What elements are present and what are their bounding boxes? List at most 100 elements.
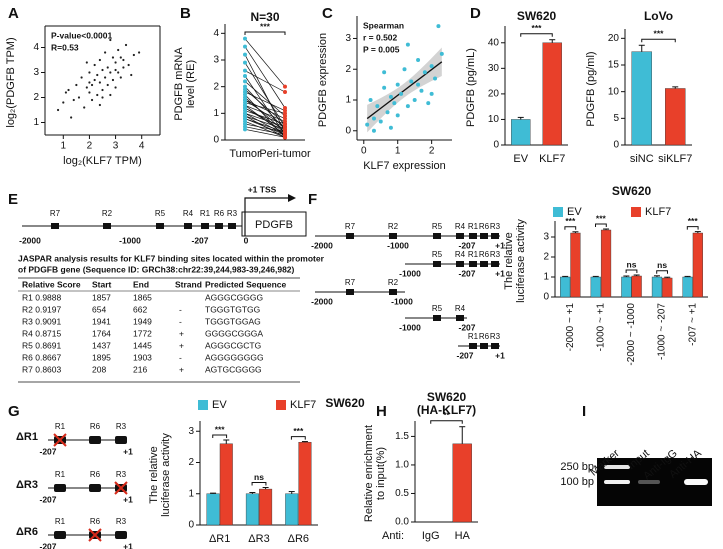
deletion-mark [114,481,128,495]
point [104,76,107,79]
bar [560,276,571,298]
y-axis-label: Relative enrichment [363,425,375,522]
y-tick-label: 40 [488,37,500,48]
pair-line [244,102,286,114]
site-label: R3 [116,470,127,479]
site-label: R5 [432,222,443,231]
coord-label: 0 [244,235,249,245]
point [405,104,410,109]
panel-label: C [322,5,333,22]
site-label: R3 [227,209,238,218]
bar [219,443,233,526]
significance-bracket [290,436,306,440]
site-label: R5 [432,304,443,313]
site-label: R4 [455,250,466,259]
binding-site [491,233,499,239]
table-cell: - [179,316,182,326]
chart-title: SW620 [427,390,467,404]
gel-band [604,480,630,484]
point [405,42,410,47]
table-cell: 1941 [92,316,111,326]
x-tick-label: 1 [395,146,401,157]
significance-bracket [212,434,228,438]
table-cell: R4 0.8715 [22,328,61,338]
y-tick-label: 30 [488,63,500,74]
y-axis-label: luciferase activity [515,219,527,303]
y-tick-label: 1 [33,117,39,128]
coord-label: -1000 [391,296,413,306]
point [382,70,387,75]
y-tick-label: 1 [188,488,194,499]
bar [662,277,673,298]
binding-site [433,261,441,267]
site-label: R2 [102,209,113,218]
point [56,108,60,112]
point [395,82,400,87]
x-tick-label: -2000 ~ +1 [565,303,576,352]
point [243,36,247,41]
y-tick-label: 3 [345,33,351,44]
point [88,91,91,94]
legend-label: KLF7 [645,206,671,218]
x-axis-label: KLF7 expression [363,160,446,172]
y-tick-label: 2 [213,81,219,92]
point [399,91,404,96]
pair-line [244,118,286,135]
y-tick-label: 2 [543,252,549,263]
x-axis-label: log₂(KLF7 TPM) [63,155,142,167]
point [416,58,421,62]
chart-title: SW620 [325,396,365,410]
point [64,91,68,94]
significance-label: ** [443,410,450,420]
point [117,48,120,52]
gene-box [241,211,307,237]
point [122,58,125,62]
table-cell: + [179,328,184,338]
binding-site [491,343,499,349]
binding-site [54,531,66,539]
table-title: of PDGFB gene (Sequence ID: GRCh38:chr22… [18,264,295,274]
y-axis-label: PDGFB (pg/mL) [465,48,477,127]
x-tick-label: -1000 ~ +1 [596,303,607,352]
site-label: R7 [345,222,356,231]
pair-line [244,121,286,138]
point [93,78,96,82]
y-axis-label: to input(%) [375,447,387,500]
y-tick-label: 0 [493,140,499,151]
chart-title: SW620 [612,184,652,198]
pair-line [244,75,286,135]
x-tick-label: 0 [361,146,367,157]
point [122,66,125,69]
significance-bracket [595,223,607,227]
y-tick-label: 5 [613,113,619,124]
size-label: 100 bp [560,476,594,488]
table-cell: 1857 [92,292,111,302]
significance-label: *** [565,216,576,226]
x-tick-label: 1 [61,141,67,152]
x-tick-label: Tumor [229,148,261,160]
bar [570,232,581,298]
coord-label: -207 [458,322,475,332]
coord-label: -207 [39,541,56,549]
x-prefix: Anti: [382,530,404,542]
point [378,119,383,124]
bar [682,276,693,298]
y-axis-label: PDGFB (pg/ml) [585,51,597,126]
binding-site [456,233,464,239]
bar [245,493,259,526]
binding-site [115,531,127,539]
pair-line [244,126,286,136]
pair-line [244,128,286,138]
site-label: R1 [200,209,211,218]
y-tick-label: 4 [33,42,39,53]
x-tick-label: KLF7 [539,153,565,165]
point [101,88,104,92]
bar [621,276,632,298]
site-label: R1 [55,470,66,479]
point [392,101,397,106]
site-label: R7 [50,209,61,218]
point [243,74,247,78]
y-axis-label: PDGFB expression [317,33,329,127]
point [402,67,407,72]
pair-line [244,62,286,127]
